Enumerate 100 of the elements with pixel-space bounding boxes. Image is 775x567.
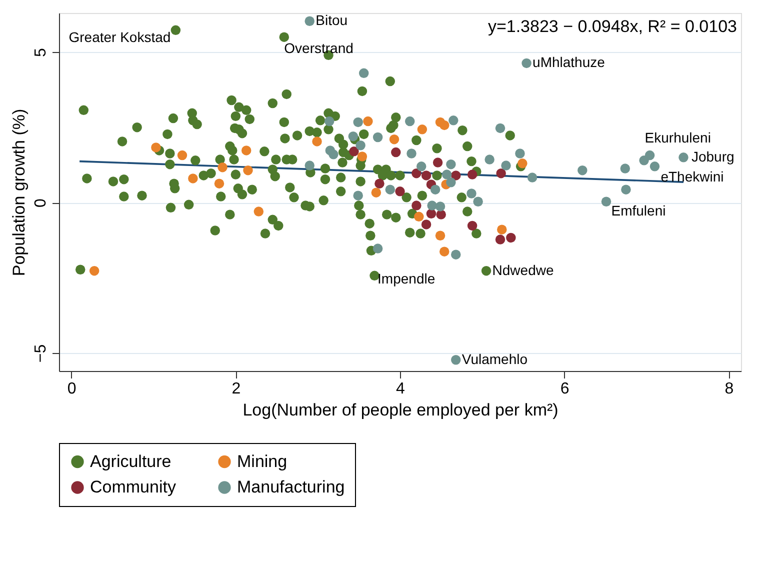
- point: [324, 116, 334, 126]
- x-tick-label: 2: [232, 380, 241, 398]
- point: [446, 178, 456, 188]
- point: [497, 224, 507, 234]
- point: [506, 232, 516, 243]
- point: [353, 190, 363, 200]
- point: [440, 246, 450, 256]
- point: [484, 154, 494, 164]
- point: [620, 164, 630, 174]
- point: [451, 170, 461, 180]
- point: [412, 168, 422, 178]
- point: [177, 150, 188, 160]
- point: [385, 184, 396, 194]
- point: [371, 188, 382, 198]
- y-axis-title: Population growth (%): [10, 108, 28, 276]
- point: [417, 124, 428, 134]
- point: [188, 174, 198, 184]
- point: [432, 158, 443, 168]
- point: [427, 200, 437, 210]
- point: [416, 162, 426, 172]
- point: [495, 234, 506, 244]
- point: [426, 208, 436, 219]
- annotation: Vulamehlo: [462, 350, 528, 367]
- point: [518, 158, 528, 168]
- y-tick-label: −5: [32, 344, 50, 363]
- annotation: Emfuleni: [611, 202, 666, 219]
- point: [349, 146, 359, 156]
- annotation: uMhlathuze: [532, 54, 606, 70]
- point: [466, 188, 476, 198]
- point: [328, 150, 338, 160]
- point: [358, 68, 369, 78]
- point: [243, 165, 253, 176]
- point: [644, 150, 655, 160]
- annotation: Joburg: [691, 148, 734, 164]
- annotation: Bitou: [316, 12, 348, 28]
- legend-label: Agriculture: [90, 452, 172, 471]
- point: [578, 165, 588, 176]
- point: [374, 178, 384, 188]
- point: [348, 131, 358, 142]
- point: [391, 147, 401, 158]
- point: [89, 266, 100, 276]
- point: [421, 170, 432, 180]
- y-tick-label: 0: [32, 198, 50, 208]
- annotation: eThekwini: [660, 168, 724, 184]
- annotation: Impendle: [378, 270, 436, 287]
- point: [446, 159, 456, 170]
- point: [214, 178, 224, 188]
- point: [241, 146, 252, 156]
- point: [496, 168, 506, 178]
- point: [151, 142, 161, 152]
- point: [467, 220, 478, 231]
- point: [501, 160, 511, 170]
- point: [601, 196, 612, 206]
- legend-label: Manufacturing: [237, 478, 345, 496]
- point: [430, 184, 440, 194]
- x-tick-label: 0: [67, 380, 76, 398]
- legend-label: Community: [90, 478, 176, 496]
- point: [495, 123, 506, 134]
- point: [621, 184, 631, 194]
- point: [406, 148, 416, 158]
- x-tick-label: 6: [560, 380, 570, 398]
- point: [473, 196, 483, 206]
- point: [304, 160, 314, 170]
- annotation: Ndwedwe: [492, 262, 554, 278]
- legend-label: Mining: [237, 452, 288, 471]
- point: [678, 152, 688, 162]
- point: [522, 58, 532, 68]
- point: [467, 170, 478, 180]
- point: [304, 16, 314, 26]
- point: [440, 120, 450, 130]
- annotation: Greater Kokstad: [68, 29, 171, 46]
- point: [442, 170, 452, 180]
- point: [414, 212, 424, 222]
- point: [356, 140, 366, 150]
- point: [357, 152, 368, 162]
- x-axis-title: Log(Number of people employed per km²): [242, 400, 558, 420]
- x-tick-label: 8: [724, 380, 734, 398]
- annotation: Overstrand: [284, 40, 354, 56]
- point: [412, 200, 422, 210]
- point: [451, 355, 461, 365]
- point: [527, 172, 538, 182]
- point: [515, 148, 525, 158]
- point: [363, 116, 373, 126]
- y-tick-label: 5: [32, 48, 50, 58]
- point: [389, 134, 400, 144]
- point: [436, 210, 446, 220]
- annotation: y=1.3823 − 0.0948x, R² = 0.0103: [488, 17, 737, 36]
- point: [372, 132, 383, 142]
- point: [312, 136, 322, 146]
- point: [353, 117, 363, 128]
- point: [451, 250, 461, 260]
- annotation: Ekurhuleni: [644, 129, 711, 146]
- point: [435, 202, 446, 212]
- point: [372, 244, 383, 254]
- point: [448, 116, 458, 126]
- point: [254, 206, 264, 216]
- point: [650, 162, 660, 172]
- point: [404, 116, 415, 126]
- point: [421, 220, 432, 230]
- point: [395, 186, 405, 196]
